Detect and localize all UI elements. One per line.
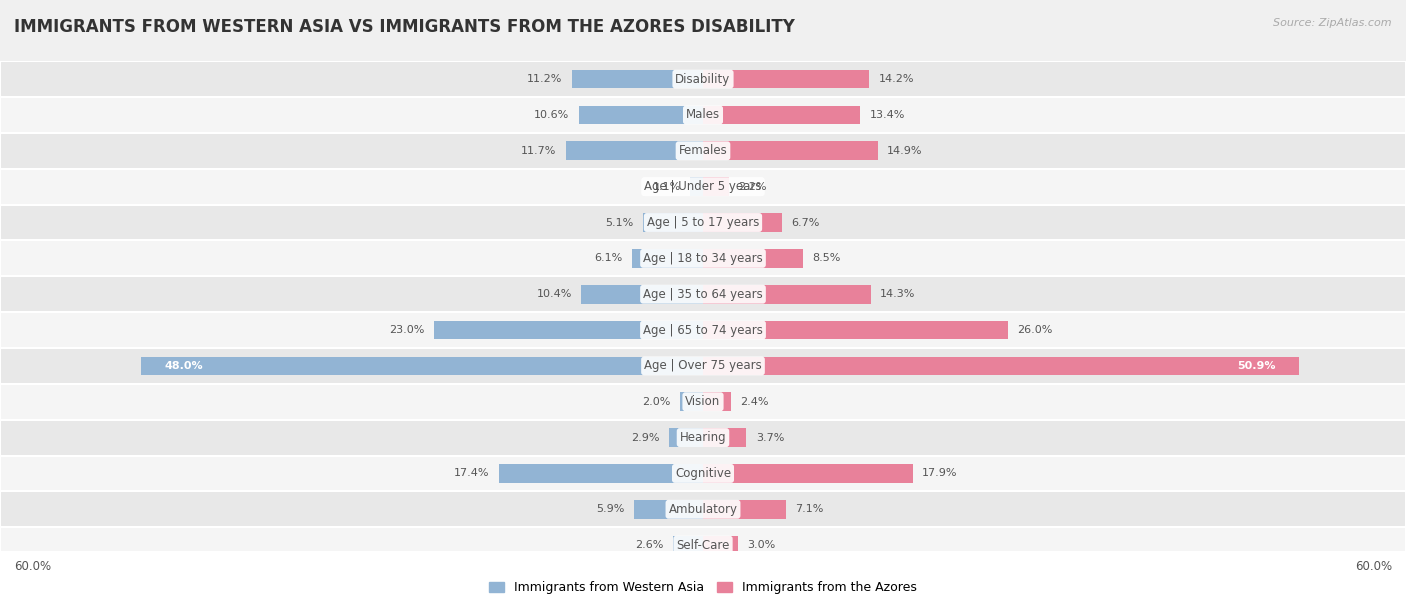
- Text: Source: ZipAtlas.com: Source: ZipAtlas.com: [1274, 18, 1392, 28]
- Text: 2.9%: 2.9%: [631, 433, 659, 442]
- Bar: [703, 177, 728, 196]
- Text: Age | Under 5 years: Age | Under 5 years: [644, 180, 762, 193]
- Bar: [703, 106, 860, 124]
- Text: 14.2%: 14.2%: [879, 74, 914, 84]
- Bar: [703, 141, 877, 160]
- Text: Age | 65 to 74 years: Age | 65 to 74 years: [643, 324, 763, 337]
- FancyBboxPatch shape: [0, 276, 1406, 312]
- Bar: [703, 536, 738, 554]
- Text: 23.0%: 23.0%: [389, 325, 425, 335]
- Bar: [565, 141, 703, 160]
- Text: 26.0%: 26.0%: [1017, 325, 1052, 335]
- Text: 17.9%: 17.9%: [922, 468, 957, 479]
- Bar: [634, 500, 703, 518]
- Text: 5.9%: 5.9%: [596, 504, 624, 514]
- Text: IMMIGRANTS FROM WESTERN ASIA VS IMMIGRANTS FROM THE AZORES DISABILITY: IMMIGRANTS FROM WESTERN ASIA VS IMMIGRAN…: [14, 18, 794, 36]
- Text: 11.7%: 11.7%: [522, 146, 557, 156]
- Text: 2.4%: 2.4%: [741, 397, 769, 407]
- FancyBboxPatch shape: [0, 241, 1406, 276]
- Text: Self-Care: Self-Care: [676, 539, 730, 551]
- Text: Age | Over 75 years: Age | Over 75 years: [644, 359, 762, 372]
- Text: Age | 35 to 64 years: Age | 35 to 64 years: [643, 288, 763, 300]
- Bar: [703, 249, 803, 267]
- Text: 6.7%: 6.7%: [790, 217, 820, 228]
- FancyBboxPatch shape: [0, 133, 1406, 169]
- Text: Cognitive: Cognitive: [675, 467, 731, 480]
- FancyBboxPatch shape: [0, 169, 1406, 204]
- FancyBboxPatch shape: [0, 204, 1406, 241]
- Text: 10.4%: 10.4%: [537, 289, 572, 299]
- Text: 48.0%: 48.0%: [165, 361, 202, 371]
- Text: 17.4%: 17.4%: [454, 468, 489, 479]
- Bar: [631, 249, 703, 267]
- Text: Age | 5 to 17 years: Age | 5 to 17 years: [647, 216, 759, 229]
- Text: 8.5%: 8.5%: [813, 253, 841, 263]
- Text: Age | 18 to 34 years: Age | 18 to 34 years: [643, 252, 763, 265]
- Text: 50.9%: 50.9%: [1237, 361, 1277, 371]
- Text: 1.1%: 1.1%: [652, 182, 681, 192]
- Text: 2.0%: 2.0%: [641, 397, 671, 407]
- Bar: [703, 428, 747, 447]
- Bar: [690, 177, 703, 196]
- Bar: [703, 500, 786, 518]
- FancyBboxPatch shape: [0, 348, 1406, 384]
- Bar: [644, 213, 703, 232]
- Text: Ambulatory: Ambulatory: [668, 503, 738, 516]
- Text: 3.0%: 3.0%: [748, 540, 776, 550]
- Bar: [572, 70, 703, 89]
- FancyBboxPatch shape: [0, 384, 1406, 420]
- Text: 14.9%: 14.9%: [887, 146, 922, 156]
- Text: 13.4%: 13.4%: [869, 110, 904, 120]
- FancyBboxPatch shape: [0, 527, 1406, 563]
- Text: 2.6%: 2.6%: [634, 540, 664, 550]
- Bar: [499, 464, 703, 483]
- Text: 14.3%: 14.3%: [880, 289, 915, 299]
- Text: 10.6%: 10.6%: [534, 110, 569, 120]
- Text: 6.1%: 6.1%: [593, 253, 621, 263]
- Bar: [672, 536, 703, 554]
- Text: 7.1%: 7.1%: [796, 504, 824, 514]
- Text: Males: Males: [686, 108, 720, 121]
- Text: 2.2%: 2.2%: [738, 182, 766, 192]
- FancyBboxPatch shape: [0, 61, 1406, 97]
- Bar: [669, 428, 703, 447]
- Bar: [141, 357, 703, 375]
- Bar: [703, 213, 782, 232]
- Bar: [703, 285, 870, 304]
- Text: Females: Females: [679, 144, 727, 157]
- FancyBboxPatch shape: [0, 312, 1406, 348]
- Text: 60.0%: 60.0%: [1355, 559, 1392, 573]
- Text: 5.1%: 5.1%: [606, 217, 634, 228]
- Bar: [703, 321, 1008, 340]
- Bar: [703, 70, 869, 89]
- Text: Disability: Disability: [675, 73, 731, 86]
- FancyBboxPatch shape: [0, 455, 1406, 491]
- Bar: [703, 392, 731, 411]
- Text: Vision: Vision: [685, 395, 721, 408]
- Legend: Immigrants from Western Asia, Immigrants from the Azores: Immigrants from Western Asia, Immigrants…: [484, 576, 922, 599]
- Bar: [679, 392, 703, 411]
- FancyBboxPatch shape: [0, 97, 1406, 133]
- Text: Hearing: Hearing: [679, 431, 727, 444]
- Text: 3.7%: 3.7%: [756, 433, 785, 442]
- FancyBboxPatch shape: [0, 420, 1406, 455]
- Bar: [703, 464, 912, 483]
- FancyBboxPatch shape: [0, 491, 1406, 527]
- Bar: [579, 106, 703, 124]
- Bar: [703, 357, 1299, 375]
- Text: 60.0%: 60.0%: [14, 559, 51, 573]
- Bar: [581, 285, 703, 304]
- Text: 11.2%: 11.2%: [527, 74, 562, 84]
- Bar: [433, 321, 703, 340]
